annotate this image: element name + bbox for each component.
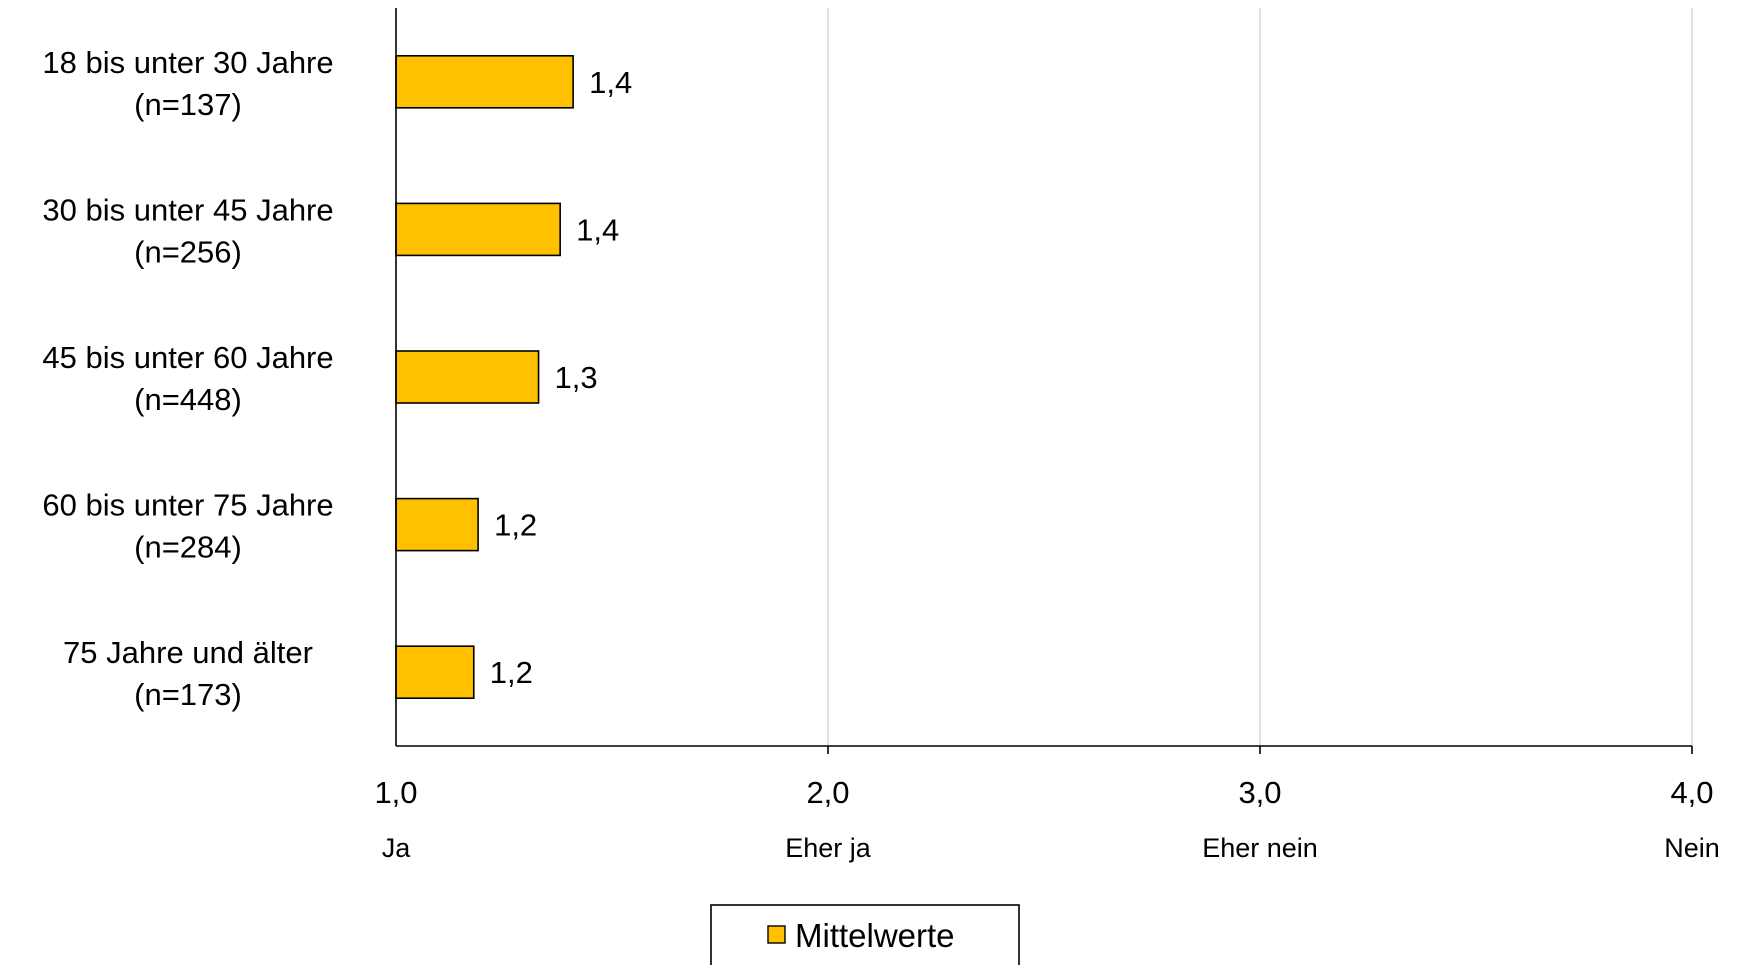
- bar: [395, 645, 475, 700]
- data-label: 1,4: [589, 65, 632, 100]
- data-label: 1,4: [576, 212, 619, 247]
- category-sample-size: (n=173): [134, 677, 242, 712]
- legend-box: [710, 904, 1020, 965]
- data-label: 1,2: [490, 655, 533, 690]
- legend: Mittelwerte: [710, 904, 1020, 965]
- x-tick-label: 2,0: [806, 775, 849, 810]
- category-label: 30 bis unter 45 Jahre: [42, 192, 333, 227]
- legend-label-mittelwerte: Mittelwerte: [795, 917, 955, 954]
- bar: [395, 350, 540, 404]
- x-scale-label: Nein: [1664, 833, 1720, 863]
- category-sample-size: (n=137): [134, 87, 242, 122]
- data-label: 1,2: [494, 508, 537, 543]
- category-sample-size: (n=448): [134, 382, 242, 417]
- x-tick-label: 3,0: [1238, 775, 1281, 810]
- x-scale-label: Eher nein: [1202, 833, 1318, 863]
- x-scale-label: Eher ja: [785, 833, 872, 863]
- bar: [395, 54, 574, 109]
- category-label: 60 bis unter 75 Jahre: [42, 488, 333, 523]
- grid-lines: [827, 8, 1693, 754]
- labels: 1,0 Ja 2,0 Eher ja 3,0 Eher nein 4,0 Nein 1,4 18 …: [42, 45, 1719, 863]
- category-label: 45 bis unter 60 Jahre: [42, 340, 333, 375]
- axes: [395, 8, 1692, 747]
- category-label: 75 Jahre und älter: [63, 635, 313, 670]
- data-label: 1,3: [555, 360, 598, 395]
- x-tick-label: 1,0: [374, 775, 417, 810]
- category-sample-size: (n=256): [134, 234, 242, 269]
- bar: [395, 497, 479, 552]
- category-sample-size: (n=284): [134, 530, 242, 565]
- x-tick-label: 4,0: [1670, 775, 1713, 810]
- legend-swatch-mittelwerte: [767, 925, 786, 944]
- x-scale-label: Ja: [382, 833, 412, 863]
- bars: [395, 54, 574, 700]
- bar: [395, 202, 561, 257]
- category-label: 18 bis unter 30 Jahre: [42, 45, 333, 80]
